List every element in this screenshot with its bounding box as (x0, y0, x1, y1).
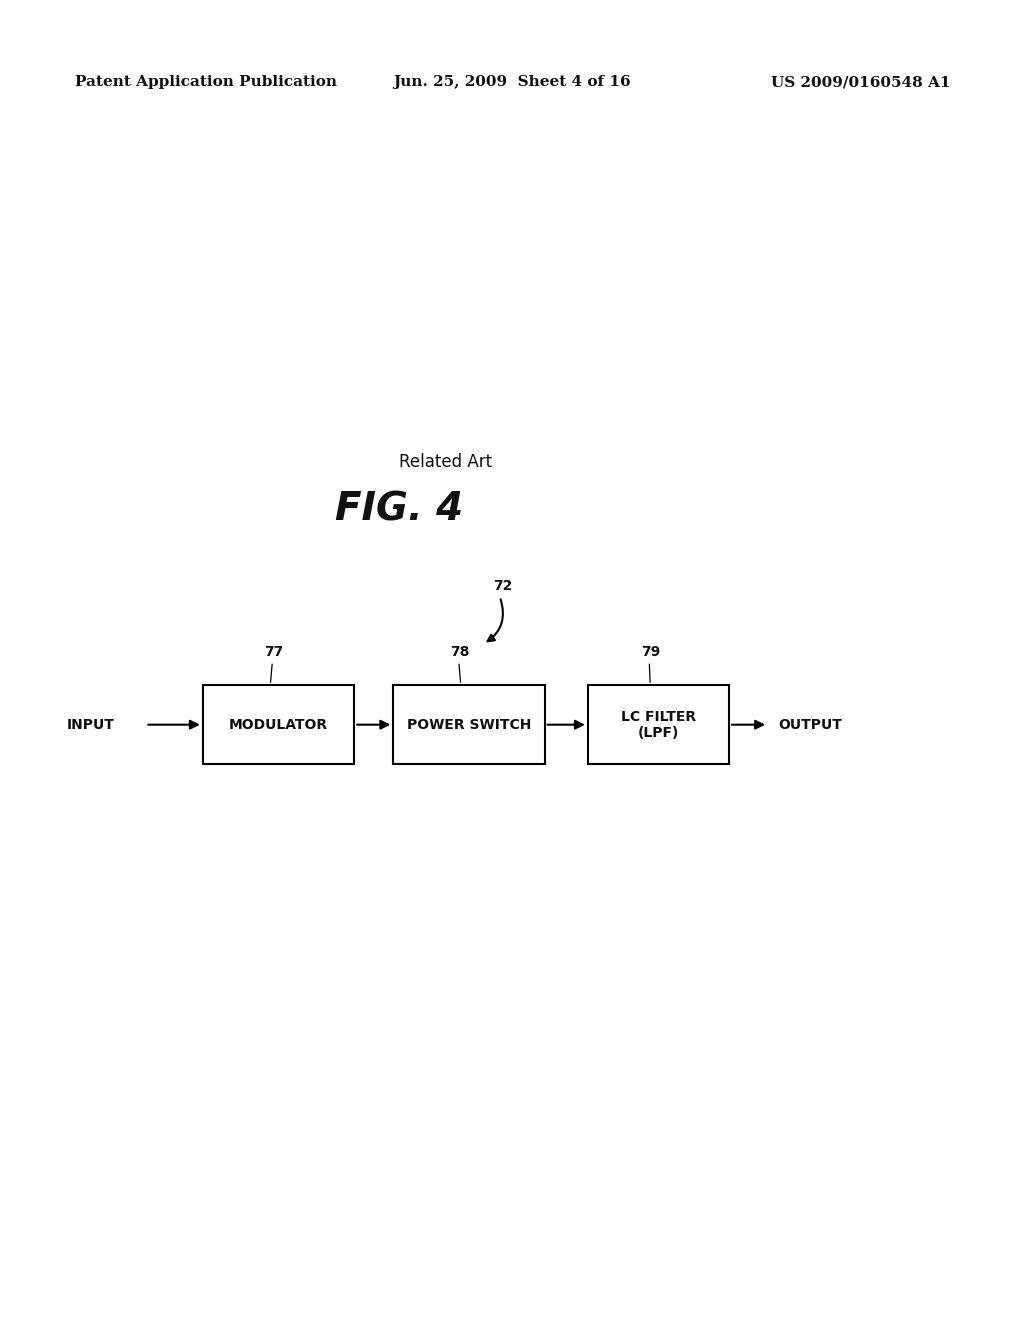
Bar (588, 685, 729, 764)
Text: OUTPUT: OUTPUT (778, 718, 842, 731)
Bar (203, 685, 354, 764)
Text: FIG. 4: FIG. 4 (335, 491, 464, 528)
Bar (393, 685, 545, 764)
Text: US 2009/0160548 A1: US 2009/0160548 A1 (771, 75, 950, 90)
Text: Patent Application Publication: Patent Application Publication (75, 75, 337, 90)
Text: LC FILTER
(LPF): LC FILTER (LPF) (621, 710, 696, 739)
Text: INPUT: INPUT (67, 718, 115, 731)
Text: POWER SWITCH: POWER SWITCH (407, 718, 531, 731)
Text: MODULATOR: MODULATOR (229, 718, 328, 731)
Text: Jun. 25, 2009  Sheet 4 of 16: Jun. 25, 2009 Sheet 4 of 16 (393, 75, 631, 90)
Text: 72: 72 (494, 578, 513, 593)
Text: 77: 77 (264, 644, 284, 659)
FancyArrowPatch shape (487, 599, 503, 642)
Text: 78: 78 (451, 644, 470, 659)
Text: 79: 79 (641, 644, 660, 659)
Text: Related Art: Related Art (399, 453, 492, 471)
